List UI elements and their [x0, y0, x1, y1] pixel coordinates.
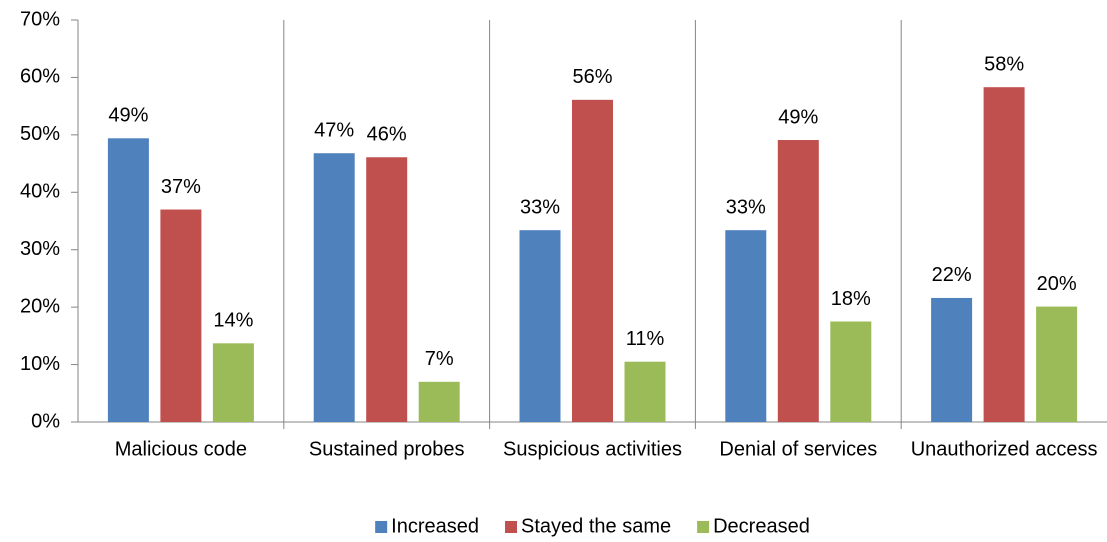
bar	[1036, 306, 1078, 422]
legend-swatch	[375, 521, 388, 533]
bar	[418, 381, 460, 422]
bar	[212, 343, 254, 422]
y-tick-label: 60%	[20, 66, 60, 88]
data-label: 7%	[425, 348, 454, 370]
y-tick-label: 10%	[20, 353, 60, 375]
data-label: 56%	[572, 66, 612, 88]
bar	[366, 157, 408, 423]
x-tick-label: Denial of services	[719, 438, 877, 460]
data-label: 18%	[831, 288, 871, 310]
data-label: 58%	[984, 53, 1024, 75]
data-label: 33%	[726, 196, 766, 218]
bar	[725, 230, 767, 422]
bar	[830, 321, 872, 422]
legend-label: Stayed the same	[521, 515, 671, 537]
data-label: 37%	[161, 176, 201, 198]
legend-label: Increased	[391, 515, 479, 537]
bar	[519, 230, 561, 422]
data-label: 14%	[213, 310, 253, 332]
legend-label: Decreased	[713, 515, 810, 537]
bar	[313, 153, 355, 422]
x-tick-label: Malicious code	[115, 438, 247, 460]
x-tick-label: Sustained probes	[309, 438, 465, 460]
bar	[624, 361, 666, 422]
data-label: 46%	[367, 124, 407, 146]
data-label: 49%	[778, 106, 818, 128]
bar	[931, 297, 973, 422]
legend-swatch	[697, 521, 710, 533]
x-tick-label: Unauthorized access	[911, 438, 1098, 460]
y-tick-label: 70%	[20, 8, 60, 30]
bar	[983, 87, 1025, 422]
data-label: 11%	[626, 328, 665, 350]
bar	[160, 209, 202, 422]
x-tick-label: Suspicious activities	[503, 438, 682, 460]
data-label: 22%	[932, 264, 972, 286]
data-label: 33%	[520, 196, 560, 218]
y-tick-label: 30%	[20, 238, 60, 260]
data-label: 20%	[1037, 273, 1077, 295]
bar	[107, 138, 149, 422]
legend-swatch	[505, 521, 518, 533]
bar	[777, 140, 819, 423]
y-tick-label: 40%	[20, 181, 60, 203]
data-label: 49%	[108, 105, 148, 127]
bar	[572, 99, 613, 422]
y-tick-label: 0%	[31, 410, 60, 432]
y-tick-label: 20%	[20, 295, 60, 317]
y-tick-label: 50%	[20, 123, 60, 145]
data-label: 47%	[314, 120, 354, 142]
